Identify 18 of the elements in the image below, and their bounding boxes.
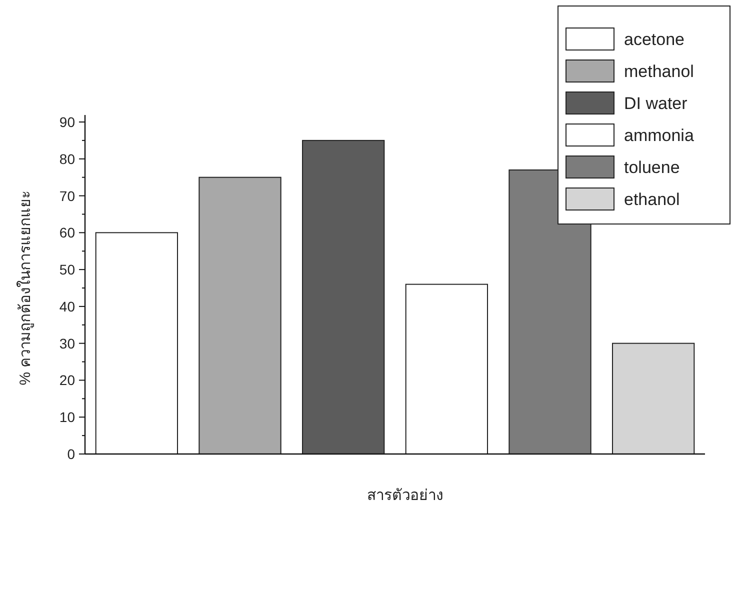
legend-label: methanol bbox=[624, 62, 694, 81]
legend-label: ammonia bbox=[624, 126, 694, 145]
y-tick-label: 80 bbox=[59, 150, 76, 167]
y-tick-label: 60 bbox=[59, 224, 76, 241]
legend-label: acetone bbox=[624, 30, 684, 49]
y-tick-label: 0 bbox=[67, 446, 76, 462]
y-tick-label: 50 bbox=[59, 262, 76, 278]
y-tick-label: 10 bbox=[59, 409, 76, 426]
y-tick-label: 70 bbox=[59, 188, 76, 204]
y-tick-label: 90 bbox=[59, 114, 76, 130]
y-axis-title: % ความถูกต้องในการแยกแยะ bbox=[16, 190, 34, 386]
y-tick-label: 20 bbox=[59, 372, 76, 388]
y-tick-label: 30 bbox=[59, 335, 76, 352]
legend-label: ethanol bbox=[624, 190, 680, 209]
legend-label: DI water bbox=[624, 94, 688, 113]
legend-label: toluene bbox=[624, 158, 680, 177]
y-tick-label: 40 bbox=[59, 298, 76, 314]
x-axis-title: สารตัวอย่าง bbox=[367, 487, 443, 504]
